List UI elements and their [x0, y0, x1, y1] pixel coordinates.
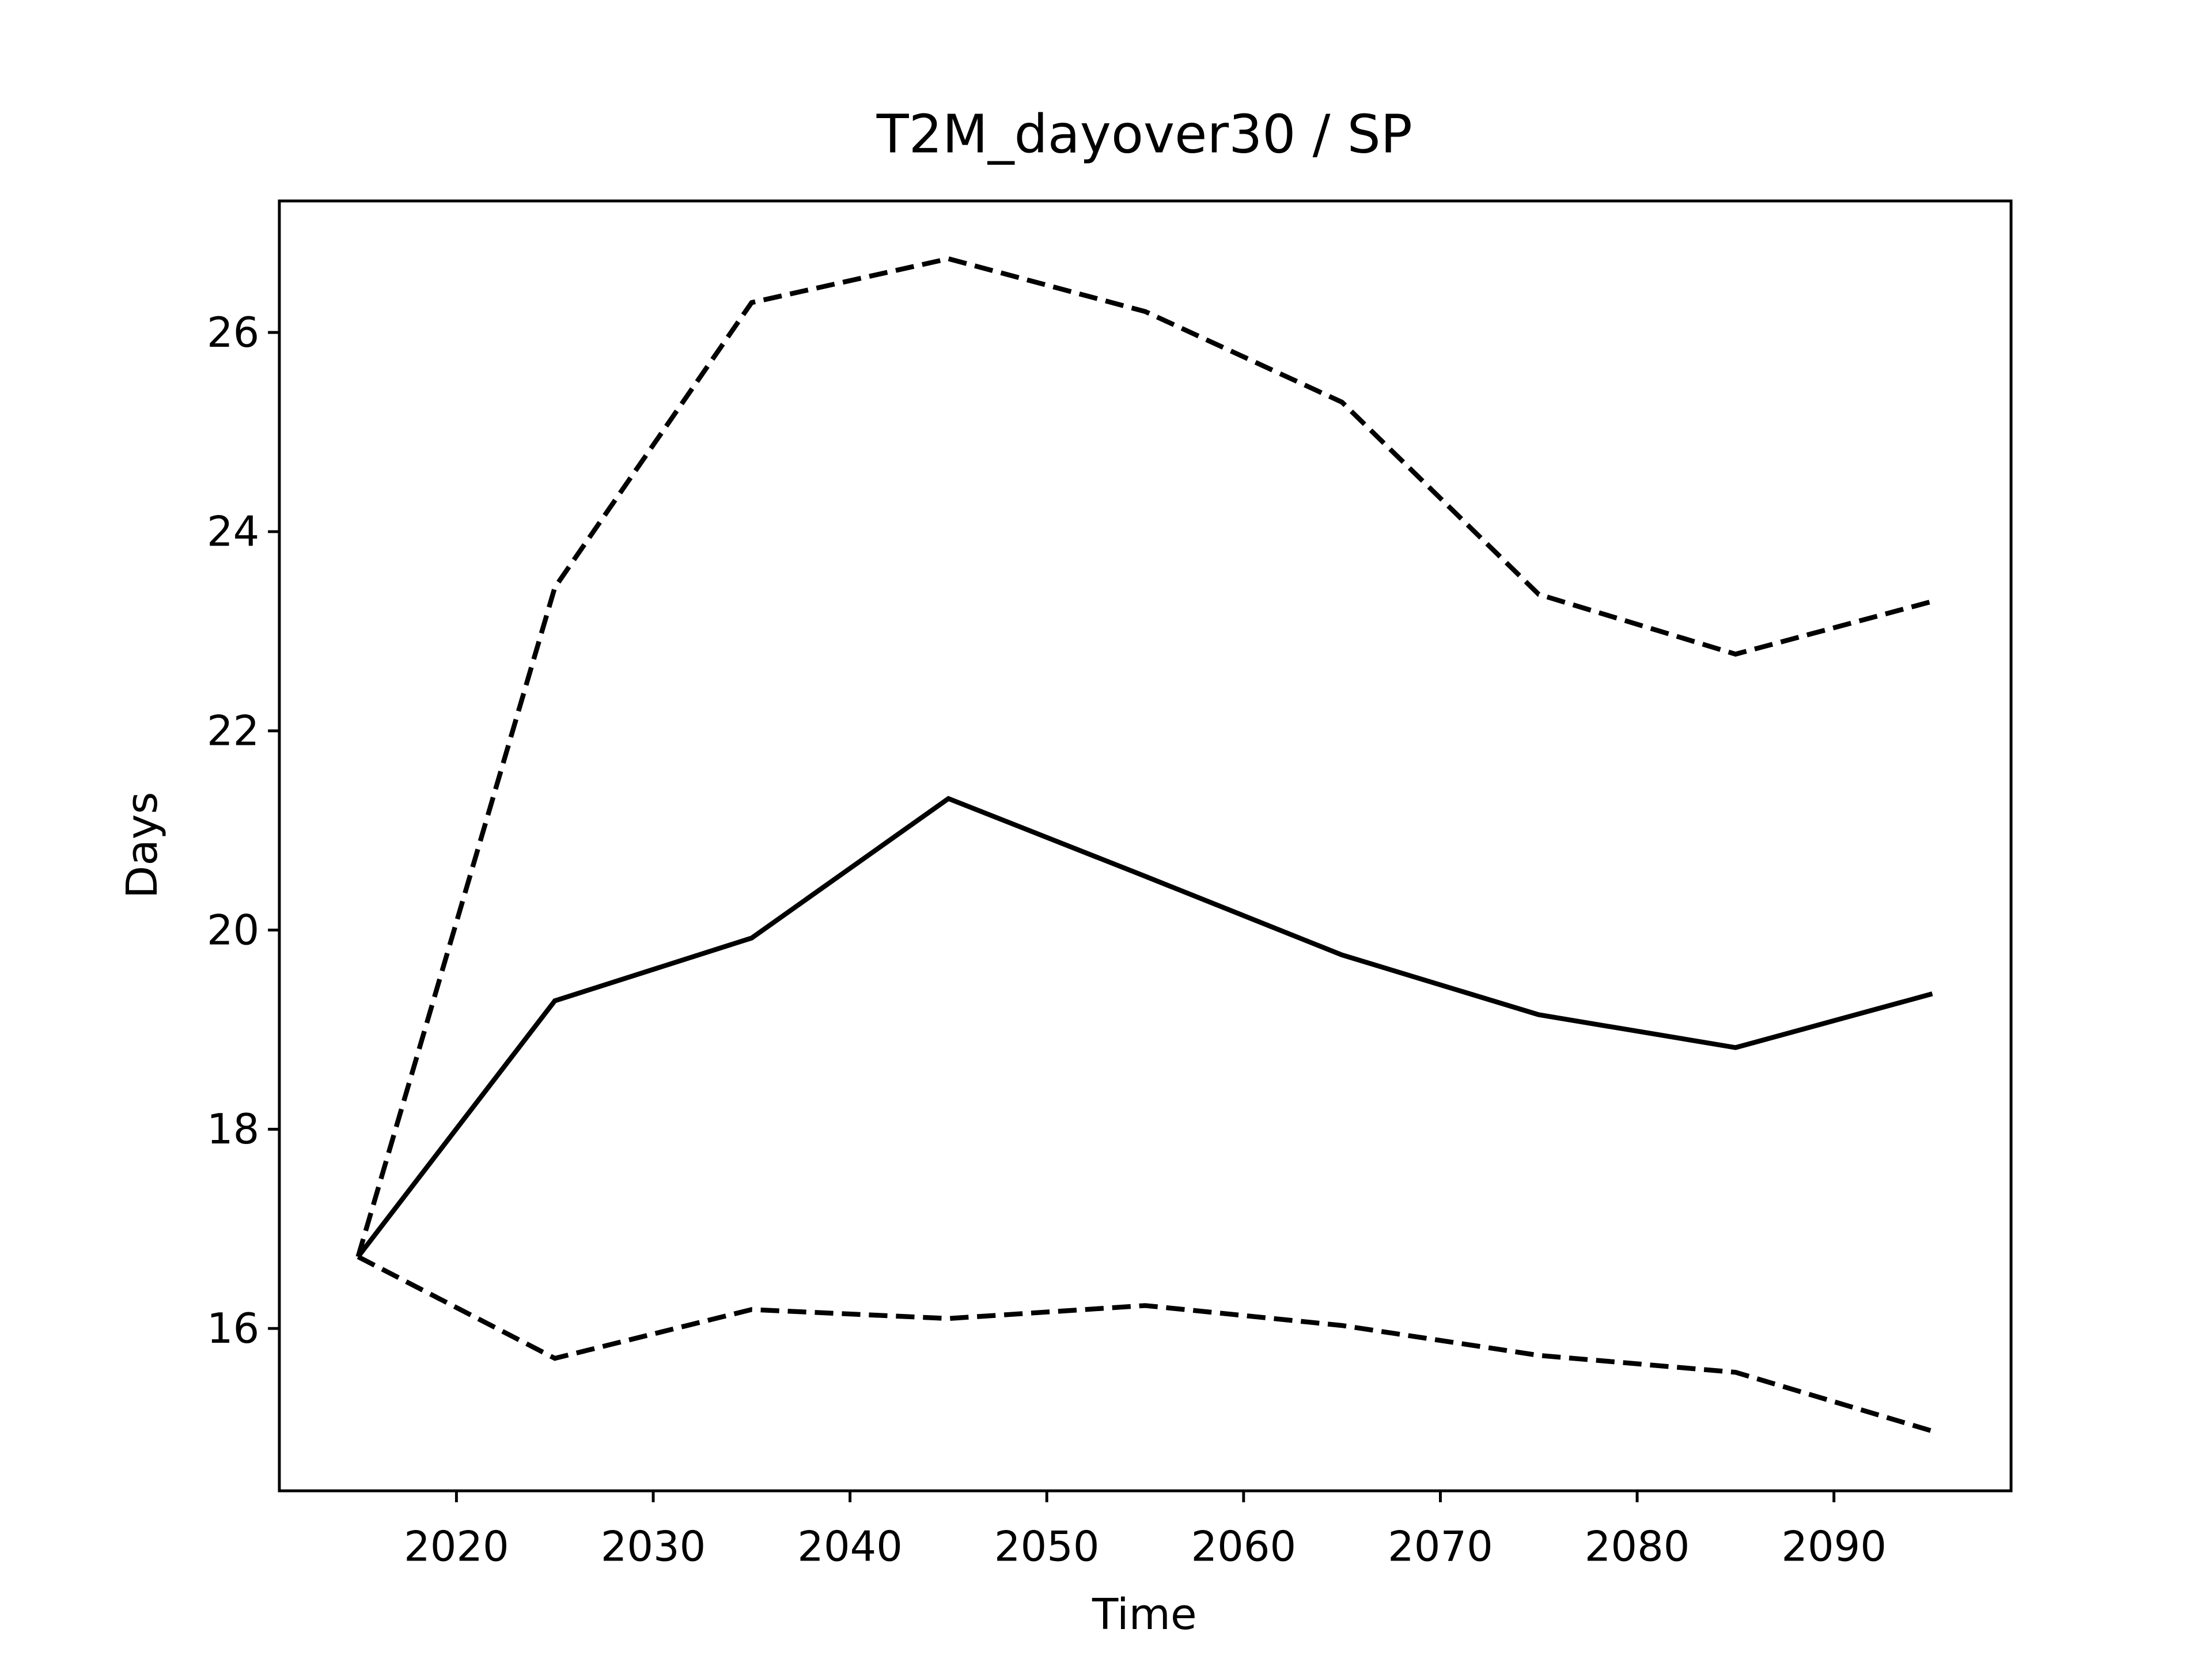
y-tick-label: 18 — [207, 1105, 259, 1153]
y-tick-label: 24 — [207, 507, 259, 556]
x-tick-label: 2030 — [601, 1522, 706, 1570]
y-tick-label: 26 — [207, 308, 259, 357]
x-tick-label: 2080 — [1585, 1522, 1690, 1570]
x-axis-label: Time — [1092, 1589, 1197, 1639]
x-tick-label: 2060 — [1191, 1522, 1297, 1570]
x-tick-label: 2050 — [994, 1522, 1100, 1570]
line-series — [357, 1254, 1933, 1434]
line-series — [355, 256, 1933, 1257]
y-axis-label: Days — [117, 792, 167, 899]
y-tick-label: 16 — [207, 1304, 259, 1353]
x-tick-label: 2070 — [1388, 1522, 1493, 1570]
plot-frame — [278, 199, 2013, 1493]
x-tick-label: 2040 — [797, 1522, 903, 1570]
chart-title: T2M_dayover30 / SP — [876, 104, 1412, 165]
y-tick-label: 20 — [207, 906, 259, 954]
y-tick-label: 22 — [207, 706, 259, 755]
x-tick-label: 2020 — [404, 1522, 509, 1570]
line-series — [356, 796, 1933, 1259]
x-tick-label: 2090 — [1781, 1522, 1887, 1570]
